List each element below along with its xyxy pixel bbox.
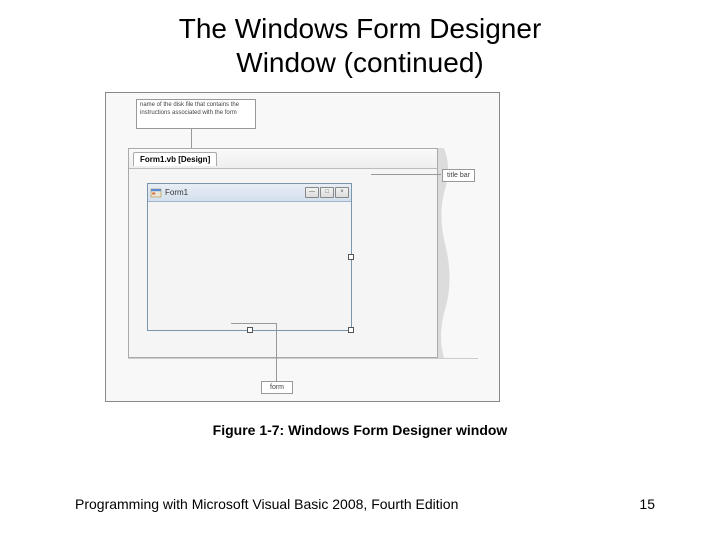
callout-diskfile: name of the disk file that contains the … <box>136 99 256 129</box>
tab-form1-design[interactable]: Form1.vb [Design] <box>133 152 217 166</box>
design-surface: Form1 — □ × <box>129 169 437 358</box>
resize-handle-right[interactable] <box>348 254 354 260</box>
form1-titlebar[interactable]: Form1 — □ × <box>148 184 351 202</box>
form-icon <box>150 187 162 199</box>
figure-caption: Figure 1-7: Windows Form Designer window <box>0 422 720 438</box>
tab-bar: Form1.vb [Design] <box>129 149 437 169</box>
footer-text: Programming with Microsoft Visual Basic … <box>75 496 458 512</box>
title-line-2: Window (continued) <box>236 47 483 78</box>
panel-drop-edge <box>128 358 478 359</box>
close-button[interactable]: × <box>335 187 349 198</box>
form1-window[interactable]: Form1 — □ × <box>147 183 352 331</box>
maximize-button[interactable]: □ <box>320 187 334 198</box>
form1-title-text: Form1 <box>165 188 304 197</box>
figure-screenshot: name of the disk file that contains the … <box>105 92 500 402</box>
callout-form-leader-v <box>276 323 277 381</box>
title-line-1: The Windows Form Designer <box>179 13 542 44</box>
callout-titlebar: title bar <box>442 169 475 182</box>
callout-diskfile-leader <box>191 129 192 148</box>
callout-titlebar-leader <box>371 174 441 175</box>
minimize-button[interactable]: — <box>305 187 319 198</box>
resize-handle-bottom[interactable] <box>247 327 253 333</box>
callout-form: form <box>261 381 293 394</box>
page-number: 15 <box>639 496 655 512</box>
resize-handle-corner[interactable] <box>348 327 354 333</box>
slide-title: The Windows Form Designer Window (contin… <box>0 0 720 79</box>
callout-form-leader-h <box>231 323 276 324</box>
designer-panel: Form1.vb [Design] Form1 — □ × <box>128 148 438 358</box>
